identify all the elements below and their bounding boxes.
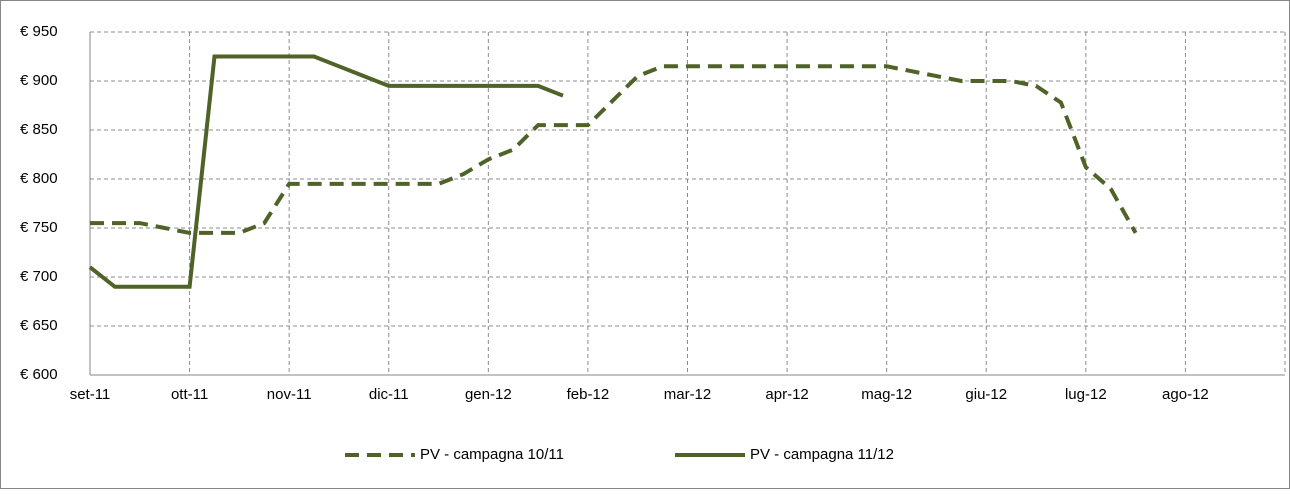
x-tick-label: nov-11	[267, 386, 312, 403]
x-tick-label: lug-12	[1065, 386, 1107, 403]
x-tick-label: dic-11	[369, 386, 409, 403]
legend-label: PV - campagna 11/12	[750, 446, 894, 463]
x-tick-label: set-11	[70, 386, 111, 403]
x-tick-label: mar-12	[664, 386, 712, 403]
series-line	[88, 54, 564, 289]
y-tick-label: € 600	[20, 366, 58, 383]
x-tick-label: ago-12	[1162, 386, 1209, 403]
y-tick-label: € 950	[20, 23, 58, 40]
x-tick-label: gen-12	[465, 386, 512, 403]
y-tick-label: € 850	[20, 121, 58, 138]
x-tick-label: giu-12	[965, 386, 1007, 403]
series-line	[90, 64, 1138, 235]
legend-label: PV - campagna 10/11	[420, 446, 564, 463]
x-tick-label: apr-12	[765, 386, 808, 403]
y-tick-label: € 650	[20, 317, 58, 334]
y-tick-label: € 900	[20, 72, 58, 89]
y-tick-label: € 750	[20, 219, 58, 236]
x-tick-label: mag-12	[861, 386, 912, 403]
x-tick-label: ott-11	[171, 386, 208, 403]
x-tick-label: feb-12	[567, 386, 610, 403]
y-tick-label: € 700	[20, 268, 58, 285]
y-tick-label: € 800	[20, 170, 58, 187]
